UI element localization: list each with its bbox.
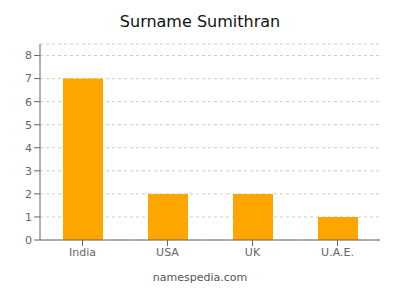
svg-text:3: 3 [25, 165, 32, 178]
svg-text:6: 6 [25, 96, 32, 109]
svg-text:4: 4 [25, 142, 32, 155]
svg-text:1: 1 [25, 211, 32, 224]
svg-text:8: 8 [25, 49, 32, 62]
svg-text:India: India [69, 246, 96, 259]
svg-text:2: 2 [25, 188, 32, 201]
svg-text:0: 0 [25, 234, 32, 247]
html-text:Surname Sumithran: Surname Sumithran [119, 12, 281, 31]
html-text:namespedia.com: namespedia.com [152, 271, 248, 284]
svg-text:7: 7 [25, 72, 32, 85]
svg-text:5: 5 [25, 119, 32, 132]
svg-text:UK: UK [245, 246, 261, 259]
svg-text:U.A.E.: U.A.E. [321, 246, 354, 259]
svg-text:USA: USA [156, 246, 179, 259]
